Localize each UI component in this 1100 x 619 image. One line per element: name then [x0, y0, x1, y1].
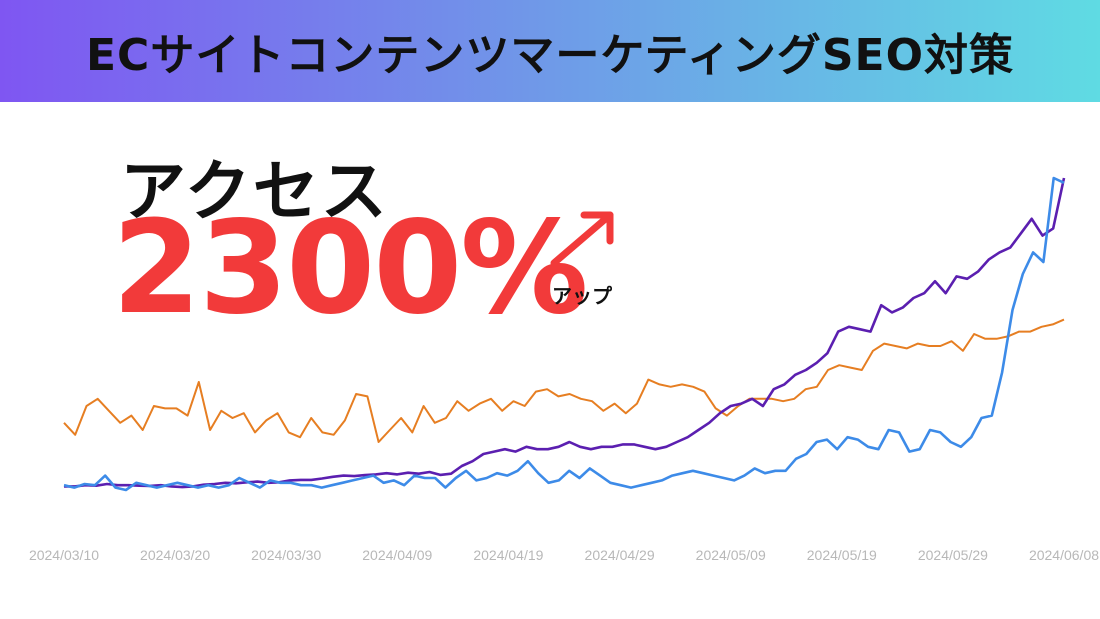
series-line-2 [63, 176, 1065, 492]
arrow-up-right-icon [550, 211, 614, 267]
x-axis: 2024/03/10 2024/03/20 2024/03/30 2024/04/09… [29, 547, 1099, 563]
kpi-value: 2300% [112, 194, 588, 343]
series-layer [63, 176, 1066, 492]
x-tick-label: 2024/03/10 [29, 547, 99, 563]
x-tick-label: 2024/03/30 [251, 547, 321, 563]
x-tick-label: 2024/04/09 [362, 547, 432, 563]
kpi-label: アクセス [120, 153, 389, 230]
x-tick-label: 2024/04/29 [585, 547, 655, 563]
x-tick-label: 2024/05/29 [918, 547, 988, 563]
title-banner: ECサイトコンテンツマーケティングSEO対策 [0, 0, 1100, 102]
kpi-suffix: アップ [552, 284, 612, 308]
x-tick-label: 2024/03/20 [140, 547, 210, 563]
x-tick-label: 2024/05/19 [807, 547, 877, 563]
series-line-0 [63, 318, 1065, 443]
x-tick-label: 2024/06/08 [1029, 547, 1099, 563]
x-tick-label: 2024/04/19 [473, 547, 543, 563]
banner-title: ECサイトコンテンツマーケティングSEO対策 [86, 30, 1014, 81]
x-tick-label: 2024/05/09 [696, 547, 766, 563]
